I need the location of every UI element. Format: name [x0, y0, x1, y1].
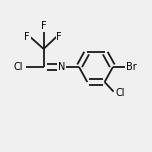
Text: F: F: [56, 32, 62, 42]
Text: N: N: [58, 62, 65, 72]
Text: F: F: [41, 21, 46, 31]
Text: Cl: Cl: [115, 88, 125, 98]
Text: F: F: [24, 32, 30, 42]
Text: Cl: Cl: [14, 62, 23, 72]
Text: Br: Br: [126, 62, 137, 72]
